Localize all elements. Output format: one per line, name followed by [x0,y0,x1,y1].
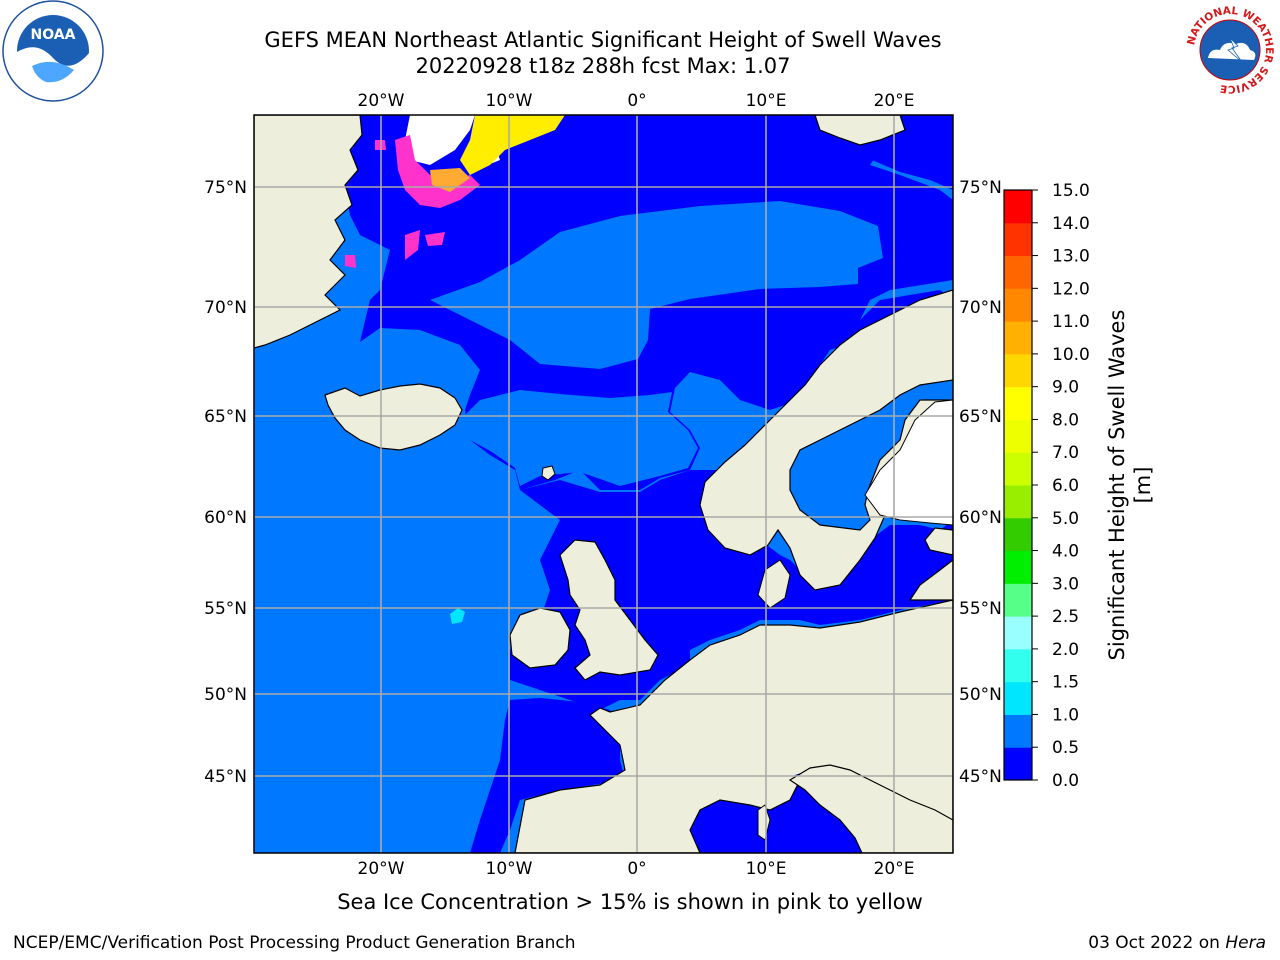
noaa-logo-text: NOAA [31,27,76,43]
colorbar-bin [1004,485,1032,519]
colorbar-tick-label: 2.5 [1052,607,1079,627]
colorbar-tick-label: 14.0 [1052,214,1090,234]
lat-label-left: 65°N [204,407,247,427]
colorbar-tick-label: 13.0 [1052,247,1090,267]
colorbar-bin [1004,419,1032,453]
nws-logo: NATIONAL WEATHER SERVICE [1182,2,1278,98]
land-italy [788,764,953,853]
colorbar-tick-label: 15.0 [1052,181,1090,201]
lat-label-right: 65°N [959,407,1002,427]
lon-labels-top: 20°W 10°W 0° 10°E 20°E [358,91,915,111]
map-subtitle: 20220928 t18z 288h fcst Max: 1.07 [415,54,791,78]
colorbar-bin [1004,288,1032,322]
land-iceland [324,383,463,451]
lon-label-top: 0° [627,91,646,111]
land-ireland [509,607,571,669]
land-svalbard [814,115,906,146]
noaa-logo: NOAA [2,0,104,102]
lon-label-bottom: 0° [627,859,646,879]
colorbar-tick-label: 5.0 [1052,509,1079,529]
colorbar-bin [1004,583,1032,617]
land-greenland [254,115,363,349]
colorbar-tick-label: 0.5 [1052,738,1079,758]
map-title: GEFS MEAN Northeast Atlantic Significant… [264,28,942,52]
lat-label-right: 55°N [959,599,1002,619]
colorbar-bin [1004,222,1032,257]
lat-label-left: 60°N [204,508,247,528]
lat-label-right: 60°N [959,508,1002,528]
sea-ice-orange [430,168,470,192]
colorbar-tick-label: 1.5 [1052,673,1079,693]
ocean-mid-inner [430,201,883,486]
colorbar-tick-label: 1.0 [1052,705,1079,725]
credit-line: NCEP/EMC/Verification Post Processing Pr… [13,933,576,953]
lon-label-bottom: 20°W [358,859,405,879]
date-host-line: 03 Oct 2022 on Hera [1088,933,1266,953]
lat-label-left: 50°N [204,685,247,705]
lon-label-top: 20°W [358,91,405,111]
colorbar-bin [1004,353,1032,388]
land-faroe [541,465,556,481]
colorbar-bin [1004,190,1032,224]
colorbar-tick-label: 11.0 [1052,312,1090,332]
colorbar-bin [1004,747,1032,781]
lon-label-bottom: 10°W [486,859,533,879]
low-swell-region-barents [872,120,953,190]
lon-label-bottom: 10°E [746,859,787,879]
colorbar-tick-label: 6.0 [1052,476,1079,496]
lat-label-right: 70°N [959,298,1002,318]
map-field [254,115,953,853]
colorbar: 0.0 0.5 1.0 1.5 2.0 2.5 3.0 4.0 5.0 6.0 7.0 8.0 9.0 1… [1003,181,1090,791]
colorbar-bin [1004,648,1032,683]
sea-ice-pink [345,135,480,268]
run-date: 03 Oct 2022 on [1088,933,1226,953]
map-frame [253,114,954,854]
lat-label-left: 55°N [204,599,247,619]
colorbar-bin [1004,452,1032,486]
map-graticule [254,115,953,853]
land-finland-baltic [908,527,953,601]
lat-labels-left: 75°N 70°N 65°N 60°N 55°N 50°N 45°N [204,178,247,787]
colorbar-tick-label: 12.0 [1052,279,1090,299]
colorbar-tick-label: 2.0 [1052,640,1079,660]
colorbar-bin [1004,517,1032,552]
colorbar-bin [1004,714,1032,748]
sea-ice-note: Sea Ice Concentration > 15% is shown in … [337,890,923,914]
colorbar-bin [1004,255,1032,289]
lat-label-left: 45°N [204,767,247,787]
higher-swell-patch [450,608,465,624]
colorbar-tick-label: 3.0 [1052,574,1079,594]
colorbar-bin [1004,616,1032,650]
lon-label-top: 10°E [746,91,787,111]
lat-label-right: 75°N [959,178,1002,198]
lon-labels-bottom: 20°W 10°W 0° 10°E 20°E [358,859,915,879]
colorbar-bin [1004,321,1032,355]
land-britain [559,539,659,681]
lon-label-bottom: 20°E [874,859,915,879]
colorbar-tick-label: 7.0 [1052,443,1079,463]
colorbar-bin [1004,681,1032,715]
lat-label-left: 75°N [204,178,247,198]
lat-label-right: 45°N [959,767,1002,787]
colorbar-title: Significant Height of Swell Waves [m] [1105,309,1155,661]
lat-labels-right: 75°N 70°N 65°N 60°N 55°N 50°N 45°N [959,178,1002,787]
lon-label-top: 10°W [486,91,533,111]
colorbar-bin [1004,386,1032,420]
colorbar-bin [1004,550,1032,584]
land-corsica-sardinia [757,804,771,841]
colorbar-tick-label: 4.0 [1052,542,1079,562]
colorbar-tick-label: 9.0 [1052,378,1079,398]
lon-label-top: 20°E [874,91,915,111]
colorbar-tick-label: 8.0 [1052,410,1079,430]
colorbar-tick-label: 0.0 [1052,771,1079,791]
lat-label-right: 50°N [959,685,1002,705]
sea-ice-yellow [460,115,565,175]
colorbar-tick-label: 10.0 [1052,345,1090,365]
lat-label-left: 70°N [204,298,247,318]
host-name: Hera [1225,933,1266,953]
